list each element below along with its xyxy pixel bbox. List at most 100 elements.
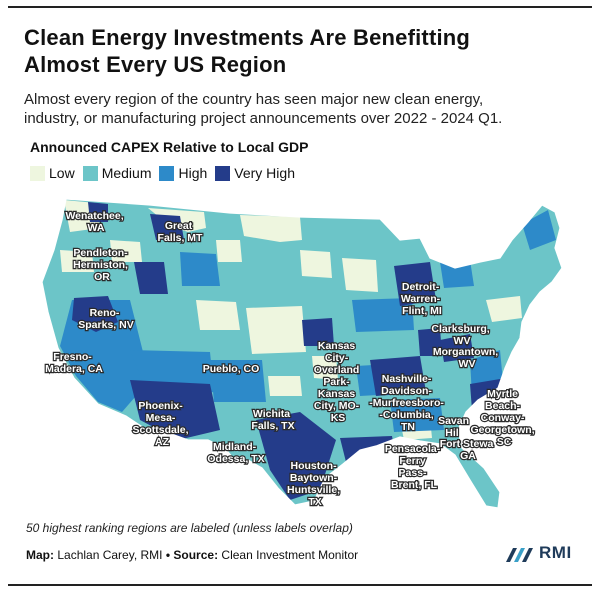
region-label-clarksburg-line-2: WV: [454, 335, 471, 347]
low-region-or: [60, 250, 94, 272]
low-region-ks: [246, 306, 306, 354]
region-label-pendleton-line-1: Pendleton-: [73, 247, 128, 259]
legend-item-very-high: Very High: [215, 165, 295, 181]
region-label-houston: Houston- Baytown- Huntsville, TX: [287, 460, 343, 508]
region-label-clarksburg-line-1: Clarksburg,: [431, 323, 489, 335]
subtitle-line-1: Almost every region of the country has s…: [24, 91, 484, 108]
credit-separator: •: [165, 548, 171, 562]
legend-label-high: High: [178, 165, 208, 181]
very-high-region-houston: [256, 412, 336, 500]
region-label-myrtle-beach-line-5: SC: [497, 436, 512, 448]
region-label-pendleton-line-3: OR: [94, 271, 110, 283]
rmi-logo-text: RMI: [539, 543, 572, 562]
high-region-wy-south: [180, 252, 220, 286]
very-high-region-west-virginia: [440, 334, 474, 362]
region-label-morgantown: Morgantown, WV: [433, 346, 501, 370]
very-high-region-wenatchee: [88, 202, 108, 222]
legend-label-medium: Medium: [101, 165, 152, 181]
region-label-myrtle-beach: Myrtle Beach- Conway- Georgetown, SC: [470, 388, 537, 448]
legend-swatch-high: [159, 165, 175, 181]
region-label-kansas-city-line-4: Park-: [323, 376, 350, 388]
low-region-nd: [240, 215, 302, 242]
region-label-great-falls: Great Falls, MT: [158, 220, 204, 244]
low-region-ia: [300, 250, 332, 278]
region-label-pensacola-line-4: Brent, FL: [391, 479, 438, 491]
region-label-fresno-line-2: Madera, CA: [45, 363, 103, 375]
region-label-reno: Reno- Sparks, NV: [78, 307, 133, 331]
region-label-kansas-city-line-6: City, MO-: [314, 400, 360, 412]
region-label-phoenix-line-1: Phoenix-: [138, 400, 183, 412]
region-label-wichita-falls-line-1: Wichita: [253, 408, 290, 420]
region-label-reno-line-2: Sparks, NV: [78, 319, 133, 331]
very-high-region-detroit: [394, 262, 436, 306]
region-label-midland: Midland- Odessa, TX: [207, 441, 264, 465]
credit-map-value: Lachlan Carey, RMI: [57, 548, 163, 562]
title-line-2: Almost Every US Region: [24, 52, 287, 77]
legend: Low Medium High Very High: [30, 165, 295, 181]
region-label-wenatchee: Wenatchee, WA: [65, 210, 126, 234]
legend-title: Announced CAPEX Relative to Local GDP: [30, 139, 309, 155]
region-label-pensacola-line-2: Ferry: [399, 455, 425, 467]
region-label-kansas-city-line-7: KS: [331, 412, 346, 424]
region-label-kansas-city-line-5: Kansas: [318, 388, 356, 400]
low-regions: [60, 200, 522, 440]
region-label-kansas-city-line-3: Overland: [314, 364, 360, 376]
us-map-svg: Wenatchee, WA Great Falls, MT Pendleton-…: [41, 198, 563, 509]
high-region-nv-ca: [60, 300, 150, 412]
region-label-houston-line-3: Huntsville,: [287, 484, 340, 496]
footnote: 50 highest ranking regions are labeled (…: [26, 521, 353, 535]
legend-item-medium: Medium: [82, 165, 152, 181]
region-label-houston-line-1: Houston-: [291, 460, 338, 472]
low-region-wy: [216, 240, 242, 262]
region-label-fort-stewart-line-1: Fort Stewa: [440, 438, 494, 450]
legend-label-very-high: Very High: [234, 165, 295, 181]
low-region-mo: [312, 356, 338, 380]
low-region-wi: [342, 258, 378, 292]
high-region-ny: [440, 260, 474, 288]
region-label-pueblo: Pueblo, CO: [203, 363, 260, 375]
region-label-nashville: Nashville- Davidson- -Murfreesboro- -Col…: [369, 373, 447, 433]
region-label-myrtle-beach-line-2: Beach-: [485, 400, 521, 412]
very-high-region-kansas-city: [302, 318, 334, 346]
region-label-wichita-falls: Wichita Falls, TX: [251, 408, 294, 432]
region-label-reno-line-1: Reno-: [90, 307, 120, 319]
region-label-myrtle-beach-line-4: Georgetown,: [470, 424, 534, 436]
credit-source-label: Source:: [173, 548, 219, 562]
very-high-region-tennessee: [370, 356, 426, 396]
title-line-1: Clean Energy Investments Are Benefitting: [24, 25, 471, 50]
region-label-kansas-city-line-2: City-: [325, 352, 349, 364]
credit-map-label: Map:: [26, 548, 54, 562]
region-label-nashville-line-1: Nashville-: [382, 373, 432, 385]
rmi-logo-mark-icon: [506, 548, 533, 562]
region-label-kansas-city-line-1: Kansas: [318, 340, 356, 352]
high-region-me: [522, 210, 556, 250]
region-label-houston-line-2: Baytown-: [290, 472, 338, 484]
region-label-nashville-line-4: -Columbia,: [379, 409, 433, 421]
region-label-phoenix-line-2: Mesa-: [146, 412, 176, 424]
rmi-logo: RMI: [506, 543, 572, 563]
region-label-pendleton-line-2: Hermiston,: [73, 259, 128, 271]
region-label-pensacola: Pensacola- Ferry Pass- Brent, FL: [385, 443, 443, 491]
region-label-great-falls-line-1: Great: [165, 220, 193, 232]
high-region-al-ga: [390, 398, 444, 432]
top-rule: [8, 6, 592, 8]
region-label-nashville-line-3: -Murfreesboro-: [369, 397, 444, 409]
high-region-tx-north: [210, 360, 266, 402]
region-label-savannah: Savan Hil: [438, 415, 472, 439]
legend-item-high: High: [159, 165, 207, 181]
region-label-pensacola-line-1: Pensacola-: [385, 443, 441, 455]
region-label-houston-line-4: TX: [308, 496, 321, 508]
region-label-clarksburg: Clarksburg, WV: [431, 323, 492, 347]
legend-item-low: Low: [30, 165, 75, 181]
legend-label-low: Low: [49, 165, 75, 181]
region-label-morgantown-line-2: WV: [459, 358, 476, 370]
region-label-kansas-city: Kansas City- Overland Park- Kansas City,…: [314, 340, 362, 424]
region-label-phoenix-line-3: Scottsdale,: [133, 424, 189, 436]
region-label-savannah-line-2: Hil: [445, 427, 459, 439]
chart-title: Clean Energy Investments Are Benefitting…: [24, 24, 584, 78]
region-label-midland-line-2: Odessa, TX: [207, 453, 264, 465]
region-label-fresno: Fresno- Madera, CA: [45, 351, 103, 375]
very-high-region-reno: [72, 296, 118, 332]
legend-swatch-medium: [82, 165, 98, 181]
bottom-rule: [8, 584, 592, 586]
